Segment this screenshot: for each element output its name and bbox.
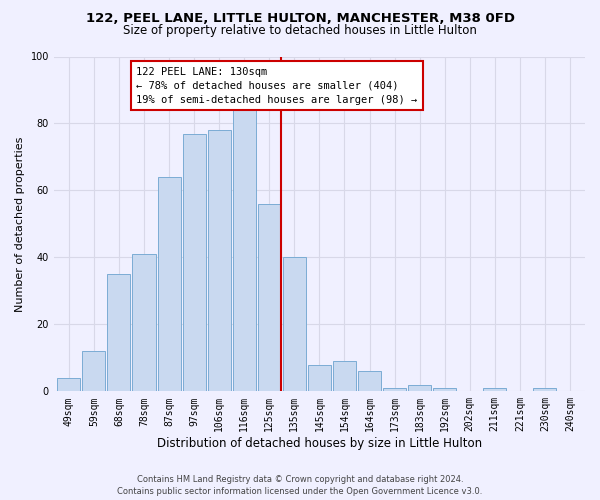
Bar (182, 134, 206, 392)
Bar (433, 388, 456, 392)
Bar (483, 388, 506, 392)
Bar (333, 361, 356, 392)
Bar (57, 378, 80, 392)
X-axis label: Distribution of detached houses by size in Little Hulton: Distribution of detached houses by size … (157, 437, 482, 450)
Bar (408, 384, 431, 392)
Bar (283, 258, 306, 392)
Bar (158, 177, 181, 392)
Bar (258, 204, 281, 392)
Bar (208, 130, 230, 392)
Bar (533, 388, 556, 392)
Y-axis label: Number of detached properties: Number of detached properties (15, 136, 25, 312)
Bar (358, 371, 381, 392)
Text: 122 PEEL LANE: 130sqm
← 78% of detached houses are smaller (404)
19% of semi-det: 122 PEEL LANE: 130sqm ← 78% of detached … (136, 66, 418, 104)
Text: Contains HM Land Registry data © Crown copyright and database right 2024.
Contai: Contains HM Land Registry data © Crown c… (118, 475, 482, 496)
Text: Size of property relative to detached houses in Little Hulton: Size of property relative to detached ho… (123, 24, 477, 37)
Bar (383, 388, 406, 392)
Bar (233, 110, 256, 392)
Text: 122, PEEL LANE, LITTLE HULTON, MANCHESTER, M38 0FD: 122, PEEL LANE, LITTLE HULTON, MANCHESTE… (86, 12, 515, 26)
Bar (133, 254, 155, 392)
Bar (107, 274, 130, 392)
Bar (308, 364, 331, 392)
Bar (82, 351, 106, 392)
